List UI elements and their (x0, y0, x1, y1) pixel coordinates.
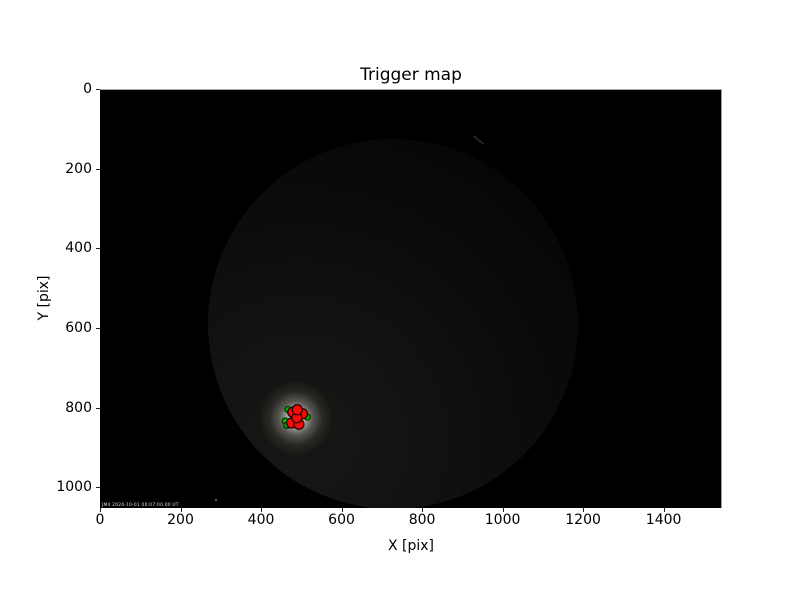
y-tick-label: 800 (65, 399, 92, 416)
y-tick-label: 1000 (56, 479, 92, 496)
x-tick-mark (100, 508, 101, 512)
x-tick-label: 1400 (645, 512, 682, 528)
x-tick-mark (180, 508, 182, 512)
x-tick-mark (261, 508, 263, 512)
hot-pixel-speck (214, 498, 217, 501)
x-tick-mark (341, 508, 343, 512)
x-tick-label: 0 (95, 512, 105, 528)
timestamp-watermark: JM4 2024-10-01 00:07:00.00 UT (102, 502, 179, 507)
y-axis-label: Y [pix] (36, 275, 52, 321)
x-tick-label: 1000 (484, 512, 521, 528)
y-tick-mark (96, 168, 100, 170)
chart-title: Trigger map (360, 65, 462, 85)
y-tick-label: 0 (83, 81, 92, 97)
x-tick-label: 800 (408, 512, 436, 528)
y-tick-mark (96, 487, 100, 489)
y-tick-mark (96, 407, 100, 409)
triggered-pixels-point (291, 404, 303, 416)
x-tick-mark (663, 508, 665, 512)
x-tick-mark (583, 508, 585, 512)
scatter-layer (281, 404, 311, 430)
y-tick-label: 200 (65, 160, 92, 177)
x-tick-mark (422, 508, 424, 512)
y-tick-mark (96, 248, 100, 250)
x-axis-label: X [pix] (387, 538, 435, 554)
x-tick-label: 600 (328, 512, 355, 528)
camera-fov-vignette (207, 138, 579, 508)
y-tick-label: 600 (65, 319, 92, 336)
y-tick-label: 400 (65, 240, 92, 257)
y-tick-mark (96, 327, 100, 329)
plot-area: JM4 2024-10-01 00:07:00.00 UT (100, 89, 722, 508)
x-tick-mark (502, 508, 504, 512)
x-tick-label: 400 (247, 512, 275, 528)
y-tick-mark (96, 89, 100, 90)
x-tick-label: 200 (167, 512, 194, 528)
x-tick-label: 1200 (565, 512, 601, 528)
